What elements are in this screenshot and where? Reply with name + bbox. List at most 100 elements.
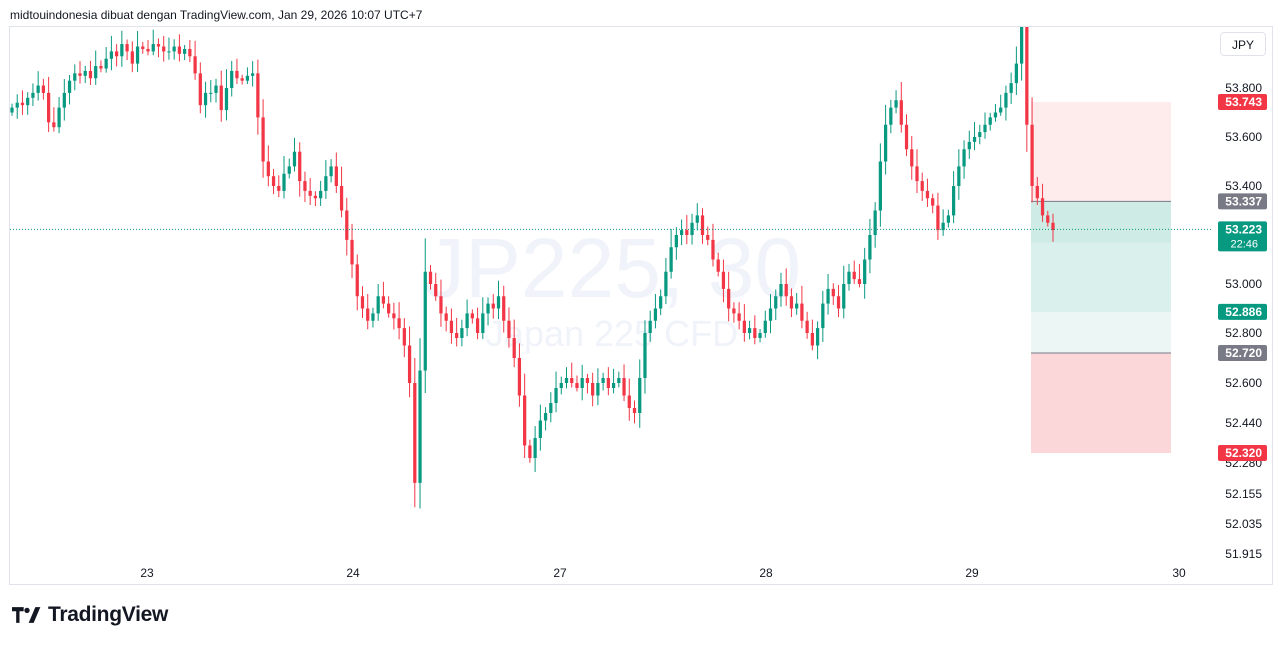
price-tick-label: 52.600 bbox=[1225, 376, 1262, 390]
candle-body bbox=[669, 247, 673, 272]
candle-body bbox=[685, 230, 689, 235]
candle-body bbox=[235, 70, 239, 79]
candle-body bbox=[622, 378, 626, 396]
candle-body bbox=[857, 279, 862, 284]
candle-body bbox=[957, 166, 961, 186]
candle-body bbox=[219, 85, 223, 111]
candle-body bbox=[240, 78, 244, 81]
candle-body bbox=[972, 137, 977, 142]
candle-body bbox=[873, 210, 877, 235]
candle-body bbox=[664, 271, 668, 297]
candle-body bbox=[20, 102, 25, 106]
loss-zone[interactable] bbox=[1031, 353, 1171, 453]
candle-body bbox=[355, 264, 359, 297]
price-level-label-bg bbox=[1218, 345, 1267, 361]
symbol-watermark: JP225, 30 Japan 225 CFD bbox=[423, 221, 801, 354]
candle-body bbox=[1004, 92, 1008, 108]
profit-zone-3[interactable] bbox=[1031, 311, 1171, 353]
price-tick-label: 53.400 bbox=[1225, 179, 1262, 193]
candle-body bbox=[758, 333, 762, 338]
candle-body bbox=[146, 48, 150, 52]
candle-body bbox=[271, 176, 276, 186]
candle-body bbox=[224, 88, 229, 111]
candle-body bbox=[496, 296, 501, 309]
profit-zone-2[interactable] bbox=[1031, 242, 1171, 312]
stop-loss-zone[interactable] bbox=[1031, 101, 1171, 202]
price-tick-label: 51.915 bbox=[1225, 547, 1262, 561]
candle-body bbox=[120, 44, 124, 57]
candle-body bbox=[564, 378, 569, 383]
candle-body bbox=[742, 320, 746, 333]
watermark-name: Japan 225 CFD bbox=[486, 313, 738, 354]
candle-body bbox=[800, 303, 804, 321]
candle-body bbox=[1030, 124, 1034, 186]
candle-body bbox=[543, 413, 548, 421]
price-tick-label: 53.600 bbox=[1225, 130, 1262, 144]
candle-body bbox=[115, 51, 119, 57]
candle-body bbox=[559, 383, 563, 388]
candle-body bbox=[1035, 186, 1039, 199]
tradingview-logo-icon bbox=[12, 607, 41, 623]
price-level-label-bg bbox=[1218, 93, 1267, 110]
price-axis[interactable]: 53.800 53.600 53.400 53.000 52.800 52.600 52.4… bbox=[1225, 81, 1262, 561]
short-position-tool[interactable] bbox=[1031, 101, 1171, 453]
candle-body bbox=[941, 222, 945, 231]
candle-body bbox=[721, 271, 726, 289]
candle-body bbox=[695, 215, 699, 223]
currency-button[interactable]: JPY bbox=[1220, 32, 1266, 56]
candle-body bbox=[130, 51, 134, 64]
time-tick-label: 24 bbox=[346, 566, 360, 580]
candle-body bbox=[842, 284, 846, 309]
candle-body bbox=[266, 161, 270, 177]
candle-body bbox=[73, 73, 77, 81]
candle-body bbox=[533, 438, 537, 458]
candle-body bbox=[606, 378, 610, 388]
candle-body bbox=[282, 173, 286, 191]
candle-body bbox=[491, 303, 495, 309]
candle-body bbox=[444, 313, 448, 321]
candle-body bbox=[324, 176, 328, 191]
candlestick-series bbox=[10, 27, 1055, 509]
candle-body bbox=[298, 151, 302, 182]
time-tick-label: 28 bbox=[759, 566, 773, 580]
candle-body bbox=[36, 85, 40, 93]
candle-body bbox=[460, 328, 464, 338]
candle-body bbox=[753, 328, 757, 338]
candle-body bbox=[428, 271, 433, 284]
candle-body bbox=[1040, 198, 1045, 216]
candle-body bbox=[878, 161, 882, 211]
candle-body bbox=[387, 303, 391, 314]
candle-body bbox=[868, 235, 872, 260]
candle-body bbox=[575, 383, 579, 388]
candle-body bbox=[690, 222, 694, 235]
candle-body bbox=[894, 100, 898, 108]
time-axis[interactable]: 23 24 27 28 29 30 bbox=[140, 566, 1186, 580]
candle-body bbox=[57, 107, 61, 128]
candle-body bbox=[449, 320, 454, 333]
candle-body bbox=[747, 328, 752, 333]
candle-body bbox=[245, 75, 250, 81]
price-level-label-bg bbox=[1218, 445, 1267, 461]
candle-body bbox=[475, 318, 480, 333]
price-axis-labels: 53.74353.33753.17052.88652.72052.32053.2… bbox=[1218, 93, 1267, 461]
candle-body bbox=[1025, 27, 1029, 125]
price-level-label: 52.320 bbox=[1225, 446, 1262, 460]
candle-body bbox=[727, 288, 731, 309]
price-tick-label: 53.800 bbox=[1225, 81, 1262, 95]
candle-body bbox=[62, 92, 66, 108]
candle-body bbox=[899, 100, 903, 125]
candle-body bbox=[946, 215, 950, 223]
candle-body bbox=[46, 92, 51, 123]
candle-body bbox=[523, 395, 527, 446]
profit-zone-1[interactable] bbox=[1031, 201, 1171, 243]
candle-body bbox=[951, 186, 956, 216]
candle-body bbox=[1009, 83, 1013, 93]
candle-body bbox=[831, 288, 835, 297]
candle-body bbox=[502, 296, 506, 321]
candle-body bbox=[711, 239, 715, 260]
candle-body bbox=[162, 46, 166, 52]
candle-body bbox=[538, 420, 542, 438]
candle-body bbox=[643, 333, 647, 378]
candle-body bbox=[795, 303, 799, 309]
